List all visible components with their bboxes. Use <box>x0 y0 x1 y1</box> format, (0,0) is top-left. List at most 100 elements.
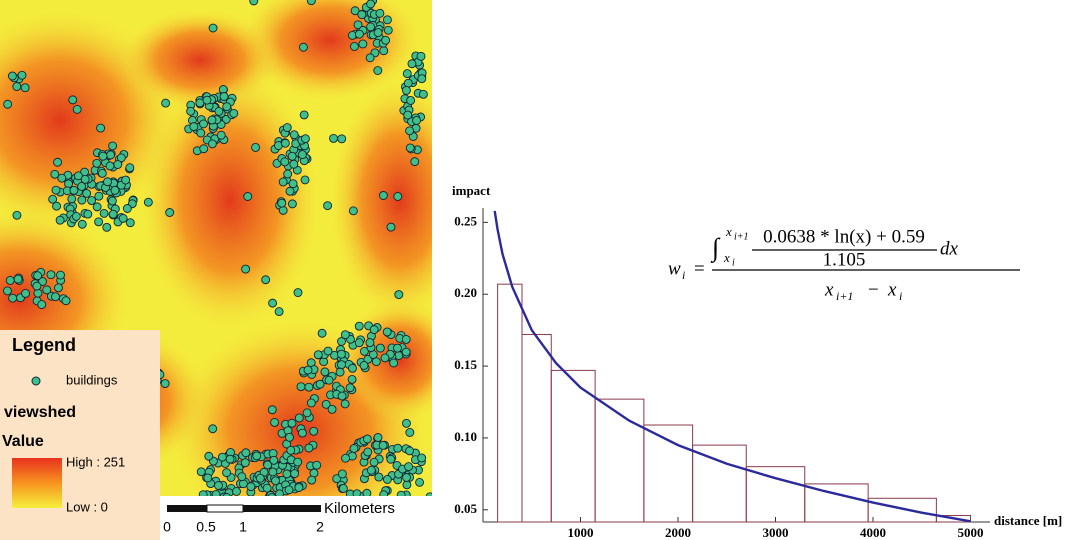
y-tick-label: 0.20 <box>454 285 477 300</box>
building <box>38 277 47 286</box>
legend-low: Low : 0 <box>66 499 108 514</box>
bar <box>692 444 747 523</box>
building <box>382 15 392 25</box>
scale-unit: Kilometers <box>324 500 395 517</box>
y-tick-label: 0.15 <box>454 357 477 372</box>
building <box>304 382 314 392</box>
building <box>199 119 208 129</box>
building <box>87 196 97 205</box>
legend-item: buildings <box>66 372 118 387</box>
building <box>404 462 414 472</box>
building <box>51 185 61 195</box>
building <box>55 215 65 225</box>
building <box>77 219 87 229</box>
building <box>202 95 212 105</box>
bar <box>594 398 645 523</box>
building <box>298 42 308 52</box>
building <box>222 102 232 112</box>
building <box>68 95 78 105</box>
building <box>280 157 290 167</box>
building <box>52 201 62 211</box>
building <box>312 460 322 470</box>
building <box>389 358 399 368</box>
building <box>348 206 358 216</box>
building <box>287 418 297 428</box>
building <box>270 417 280 427</box>
building <box>92 158 102 168</box>
building <box>350 6 360 16</box>
building <box>246 482 256 492</box>
building <box>103 177 112 187</box>
building <box>61 296 71 306</box>
bar <box>521 333 552 523</box>
building <box>125 163 135 173</box>
building <box>304 443 314 453</box>
building <box>232 487 241 496</box>
building <box>5 275 15 285</box>
building <box>354 321 364 331</box>
building <box>380 353 390 363</box>
building <box>393 192 403 201</box>
building <box>386 454 396 464</box>
building <box>108 141 118 151</box>
building <box>80 174 90 184</box>
x-axis-label: distance [m] <box>994 513 1062 528</box>
eq-part: x <box>725 224 732 239</box>
eq-part: x <box>824 279 834 300</box>
building <box>357 10 367 20</box>
building <box>321 399 331 409</box>
building <box>324 375 334 385</box>
building <box>307 475 317 485</box>
eq-part: − <box>868 279 879 300</box>
eq-part: i <box>682 268 685 282</box>
building <box>283 169 293 179</box>
building <box>402 480 412 490</box>
building <box>317 328 327 338</box>
eq-part: ∫ <box>710 233 721 263</box>
building <box>300 175 310 185</box>
legend-field: Value <box>2 433 44 450</box>
scale-segment <box>243 505 321 512</box>
building <box>77 195 87 205</box>
building <box>108 209 118 219</box>
eq-part: = <box>694 258 705 279</box>
building <box>296 382 306 392</box>
building <box>417 453 427 463</box>
building <box>261 275 271 285</box>
x-tick-label: 5000 <box>958 525 984 540</box>
building <box>54 283 63 293</box>
building <box>290 469 300 479</box>
building <box>241 264 251 274</box>
building <box>83 209 93 219</box>
building <box>337 391 347 401</box>
building <box>69 185 79 195</box>
y-axis-label: impact <box>452 183 491 198</box>
building <box>306 0 316 6</box>
building <box>222 468 232 478</box>
building <box>269 455 279 465</box>
building <box>323 201 333 211</box>
building <box>125 218 135 228</box>
building <box>289 130 299 140</box>
building <box>297 150 307 160</box>
building <box>293 457 303 467</box>
building <box>46 270 56 280</box>
legend-title: Legend <box>12 335 76 355</box>
building <box>401 347 411 357</box>
building <box>2 286 12 296</box>
building <box>13 274 23 284</box>
eq-part: dx <box>940 238 959 259</box>
bar <box>935 515 971 523</box>
building <box>186 106 196 116</box>
building <box>418 89 428 99</box>
building <box>284 485 294 495</box>
building <box>271 476 280 486</box>
x-tick-label: 1000 <box>568 525 594 540</box>
bar <box>497 283 523 523</box>
building <box>374 472 384 482</box>
scale-label: 1 <box>239 519 247 535</box>
building <box>12 210 22 220</box>
scale-label: 2 <box>316 519 324 535</box>
scale-segment <box>206 504 244 513</box>
